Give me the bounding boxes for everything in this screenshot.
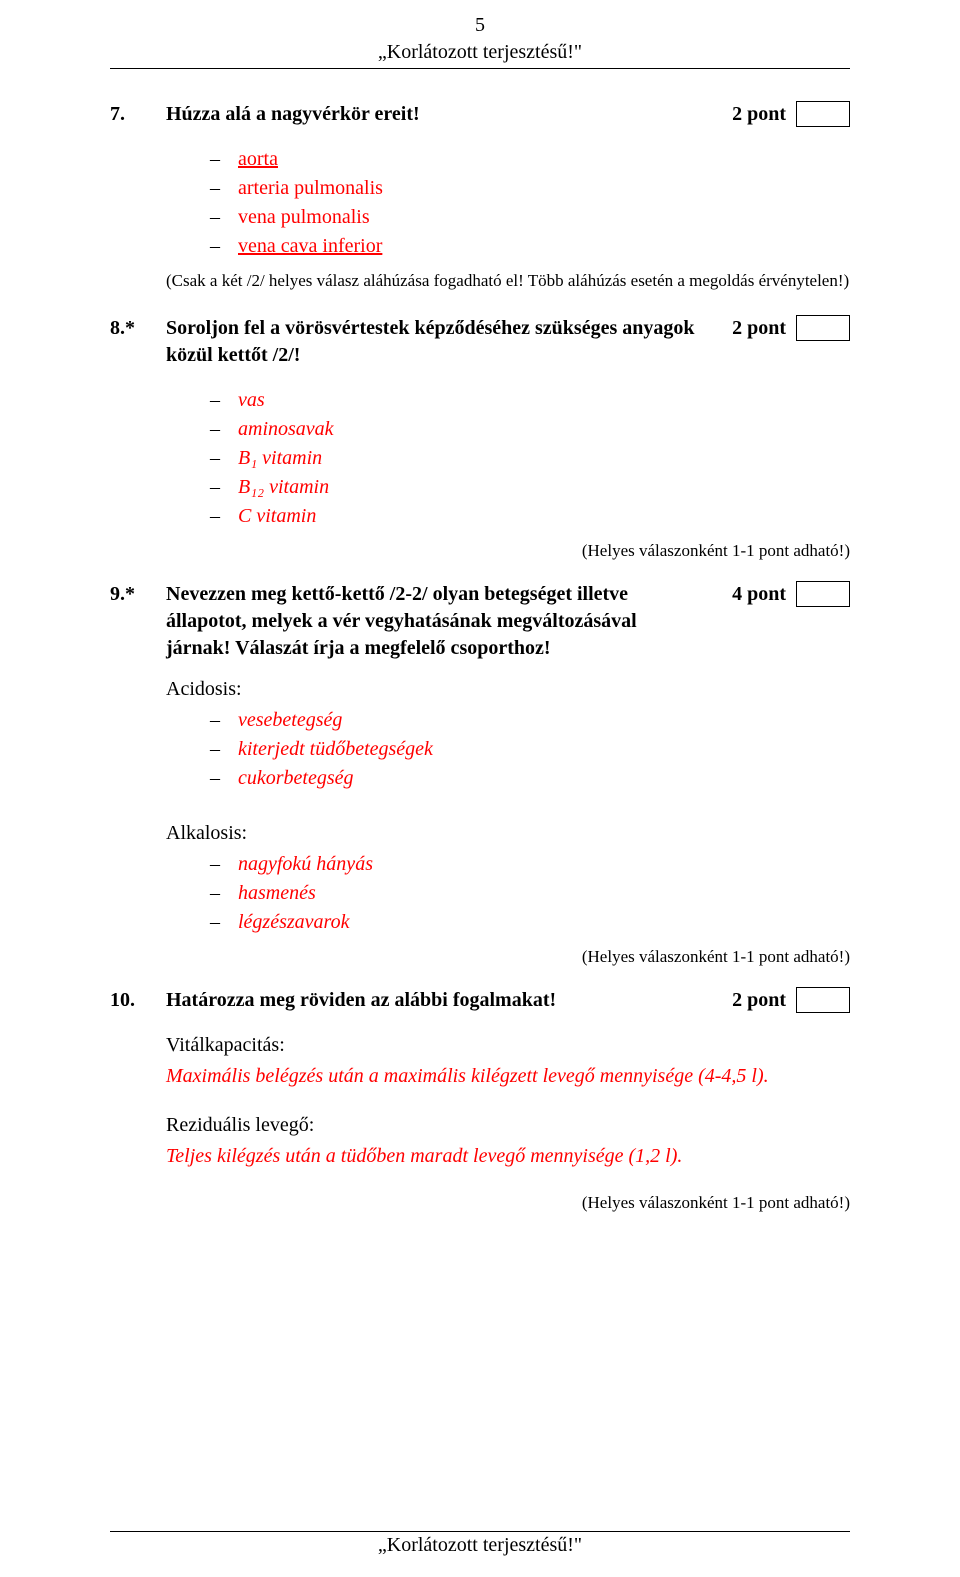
q9-group1-answers: vesebetegség kiterjedt tüdőbetegségek cu… [210,707,850,792]
q9-g2-item-1: hasmenés [238,882,316,904]
q9-group2-label: Alkalosis: [166,820,850,847]
q7-number: 7. [110,101,166,128]
q8-item-3: B₁₂ vitamin [238,476,329,498]
q8-text: Soroljon fel a vörösvértestek képződéséh… [166,315,710,369]
q7-answers: aorta arteria pulmonalis vena pulmonalis… [210,146,850,260]
q10-note: (Helyes válaszonként 1-1 pont adható!) [110,1192,850,1215]
q7-points: 2 pont [732,101,786,128]
header-subtitle: „Korlátozott terjesztésű!" [110,39,850,66]
q7-text: Húzza alá a nagyvérkör ereit! [166,101,710,128]
q8-item-2: B₁ vitamin [238,447,322,469]
q10-number: 10. [110,987,166,1014]
footer-text: „Korlátozott terjesztésű!" [110,1532,850,1559]
question-8: 8.* Soroljon fel a vörösvértestek képződ… [110,315,850,369]
q9-text: Nevezzen meg kettő-kettő /2-2/ olyan bet… [166,581,710,662]
q7-note: (Csak a két /2/ helyes válasz aláhúzása … [166,270,850,293]
question-7: 7. Húzza alá a nagyvérkör ereit! 2 pont [110,101,850,128]
question-10: 10. Határozza meg röviden az alábbi foga… [110,987,850,1014]
q9-points-box [796,581,850,607]
q9-g1-item-0: vesebetegség [238,709,342,731]
q10-def2-text: Teljes kilégzés után a tüdőben maradt le… [166,1145,682,1167]
page-number: 5 [110,12,850,39]
q8-note: (Helyes válaszonként 1-1 pont adható!) [110,540,850,563]
q9-points: 4 pont [732,581,786,608]
q10-points-box [796,987,850,1013]
q10-def2-label: Reziduális levegő: [166,1112,850,1139]
q7-item-3: vena cava inferior [238,235,382,257]
q7-item-0: aorta [238,148,278,170]
q7-item-2: vena pulmonalis [238,206,370,228]
q9-g2-item-2: légzészavarok [238,911,349,933]
q10-points: 2 pont [732,987,786,1014]
header-rule [110,68,850,69]
q9-g1-item-1: kiterjedt tüdőbetegségek [238,738,433,760]
q10-text: Határozza meg röviden az alábbi fogalmak… [166,987,710,1014]
q9-g1-item-2: cukorbetegség [238,767,354,789]
footer: „Korlátozott terjesztésű!" [110,1529,850,1559]
q7-points-box [796,101,850,127]
q9-group2-answers: nagyfokú hányás hasmenés légzészavarok [210,851,850,936]
q8-item-0: vas [238,389,265,411]
q8-points: 2 pont [732,315,786,342]
q9-group1-label: Acidosis: [166,676,850,703]
q9-note: (Helyes válaszonként 1-1 pont adható!) [110,946,850,969]
q10-def1-label: Vitálkapacitás: [166,1032,850,1059]
q8-points-box [796,315,850,341]
q8-number: 8.* [110,315,166,342]
q9-g2-item-0: nagyfokú hányás [238,853,373,875]
question-9: 9.* Nevezzen meg kettő-kettő /2-2/ olyan… [110,581,850,662]
q7-item-1: arteria pulmonalis [238,177,383,199]
q8-item-4: C vitamin [238,505,316,527]
q8-answers: vas aminosavak B₁ vitamin B₁₂ vitamin C … [210,387,850,530]
q8-item-1: aminosavak [238,418,334,440]
q10-def1-text: Maximális belégzés után a maximális kilé… [166,1065,769,1087]
q9-number: 9.* [110,581,166,608]
